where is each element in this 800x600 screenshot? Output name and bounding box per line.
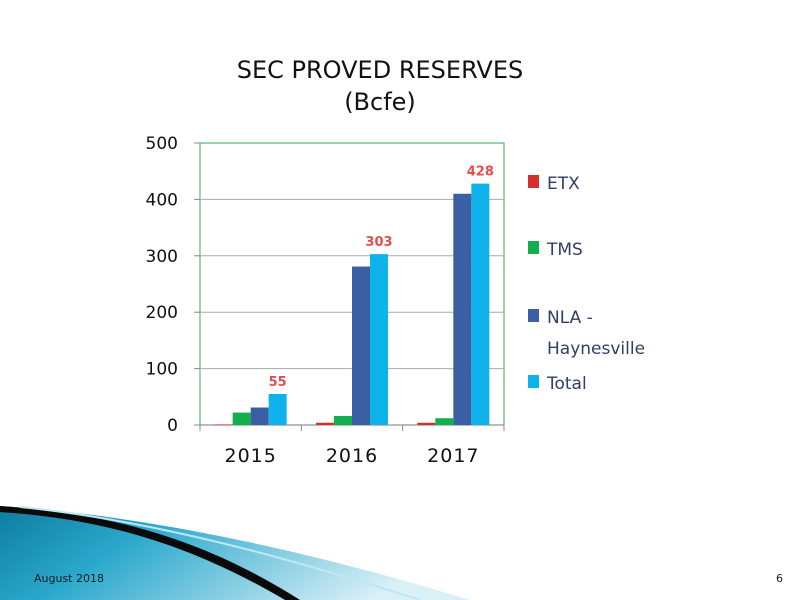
- data-label: 55: [269, 375, 287, 390]
- bar-total-2017: [471, 183, 490, 425]
- data-label: 428: [467, 165, 494, 180]
- chart-subtitle: (Bcfe): [344, 88, 416, 116]
- chart-title: SEC PROVED RESERVES: [236, 56, 524, 84]
- legend-label: NLA -: [547, 308, 593, 328]
- swoosh-light-band: [0, 506, 470, 600]
- legend-swatch: [528, 241, 539, 254]
- bar-total-2015: [268, 393, 287, 425]
- data-label: 303: [365, 235, 392, 250]
- legend-swatch: [528, 375, 539, 388]
- x-axis: 2015 2016 2017: [199, 424, 505, 467]
- legend-label-continued: Haynesville: [547, 339, 645, 359]
- x-tick-label: 2017: [427, 445, 479, 467]
- bar-etx-2017: [417, 422, 436, 425]
- swoosh-highlight-line: [19, 506, 421, 600]
- bar-nla-haynesville-2017: [453, 193, 472, 425]
- bar-total-2016: [370, 254, 388, 425]
- bar-nla-haynesville-2015: [250, 407, 269, 425]
- bars: [214, 183, 490, 426]
- x-tick-label: 2016: [326, 445, 378, 467]
- footer-date: August 2018: [34, 572, 104, 585]
- bar-etx-2015: [214, 424, 233, 426]
- page-number: 6: [776, 572, 783, 585]
- slide-swoosh-decoration: [0, 506, 470, 600]
- legend: ETX TMS NLA - Haynesville Total: [528, 174, 645, 394]
- data-labels: 55 303 428: [269, 165, 494, 390]
- legend-label: ETX: [547, 174, 580, 194]
- bar-tms-2015: [232, 412, 251, 425]
- legend-label: TMS: [546, 240, 583, 260]
- legend-swatch: [528, 175, 539, 188]
- y-tick-label: 300: [146, 247, 178, 267]
- x-tick-label: 2015: [224, 445, 276, 467]
- y-tick-label: 400: [146, 190, 178, 210]
- bar-tms-2017: [435, 418, 454, 425]
- y-axis: 0 100 200 300 400 500: [146, 134, 178, 436]
- y-tick-label: 500: [146, 134, 178, 154]
- bar-etx-2016: [316, 422, 334, 425]
- bar-nla-haynesville-2016: [352, 266, 370, 425]
- y-tick-label: 100: [146, 360, 178, 380]
- bar-tms-2016: [334, 415, 352, 425]
- legend-swatch: [528, 309, 539, 322]
- y-tick-label: 0: [167, 416, 178, 436]
- swoosh-black-line: [0, 506, 300, 600]
- y-tick-label: 200: [146, 303, 178, 323]
- legend-label: Total: [546, 374, 587, 394]
